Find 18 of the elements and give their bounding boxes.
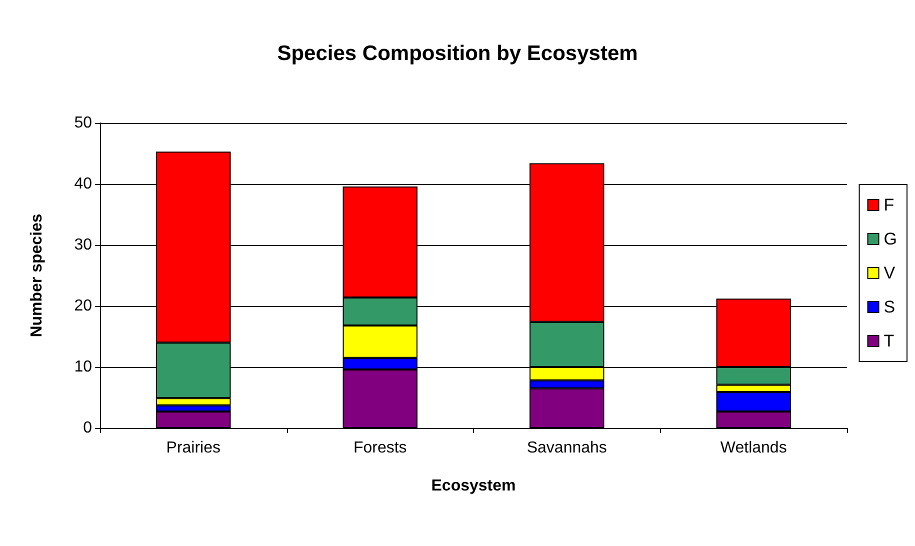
y-tick-label: 30	[74, 236, 92, 254]
y-axis-title: Number species	[28, 214, 46, 338]
y-tick-label: 40	[74, 176, 92, 192]
x-tick-label: Wetlands	[720, 440, 787, 456]
x-tick-label: Forests	[353, 440, 407, 456]
x-tick-label: Prairies	[166, 440, 220, 456]
x-axis-title: Ecosystem	[431, 478, 516, 494]
chart-title: Species Composition by Ecosystem	[277, 42, 638, 65]
legend-label: V	[884, 264, 896, 282]
y-tick-label: 10	[74, 358, 92, 376]
x-tick-label: Savannahs	[526, 440, 607, 456]
y-tick-label: 0	[83, 420, 92, 436]
legend-label: T	[884, 332, 894, 350]
legend-label: S	[884, 298, 896, 316]
legend-label: G	[884, 230, 898, 248]
legend-label: F	[884, 196, 894, 214]
y-tick-label: 20	[74, 298, 92, 314]
y-tick-label: 50	[74, 114, 92, 132]
